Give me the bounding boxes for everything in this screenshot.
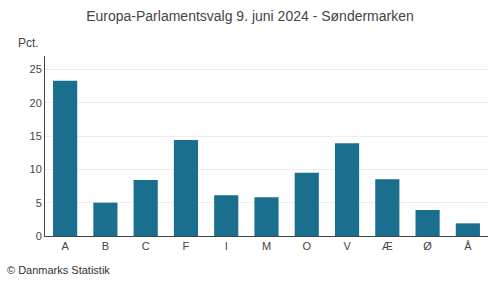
svg-text:M: M xyxy=(262,240,271,252)
svg-text:Å: Å xyxy=(464,240,472,252)
svg-text:I: I xyxy=(225,240,228,252)
svg-text:Pct.: Pct. xyxy=(18,36,39,50)
svg-text:Ø: Ø xyxy=(423,240,432,252)
svg-text:5: 5 xyxy=(36,197,42,209)
svg-text:O: O xyxy=(302,240,311,252)
svg-text:20: 20 xyxy=(30,97,42,109)
svg-text:15: 15 xyxy=(30,130,42,142)
svg-text:A: A xyxy=(61,240,69,252)
svg-text:F: F xyxy=(183,240,190,252)
svg-text:0: 0 xyxy=(36,230,42,242)
svg-text:10: 10 xyxy=(30,163,42,175)
svg-text:Europa-Parlamentsvalg 9. juni: Europa-Parlamentsvalg 9. juni 2024 - Søn… xyxy=(86,8,414,24)
svg-text:V: V xyxy=(343,240,351,252)
svg-text:C: C xyxy=(142,240,150,252)
svg-text:B: B xyxy=(102,240,109,252)
svg-text:25: 25 xyxy=(30,63,42,75)
svg-text:© Danmarks Statistik: © Danmarks Statistik xyxy=(7,264,110,276)
svg-text:Æ: Æ xyxy=(382,240,393,252)
